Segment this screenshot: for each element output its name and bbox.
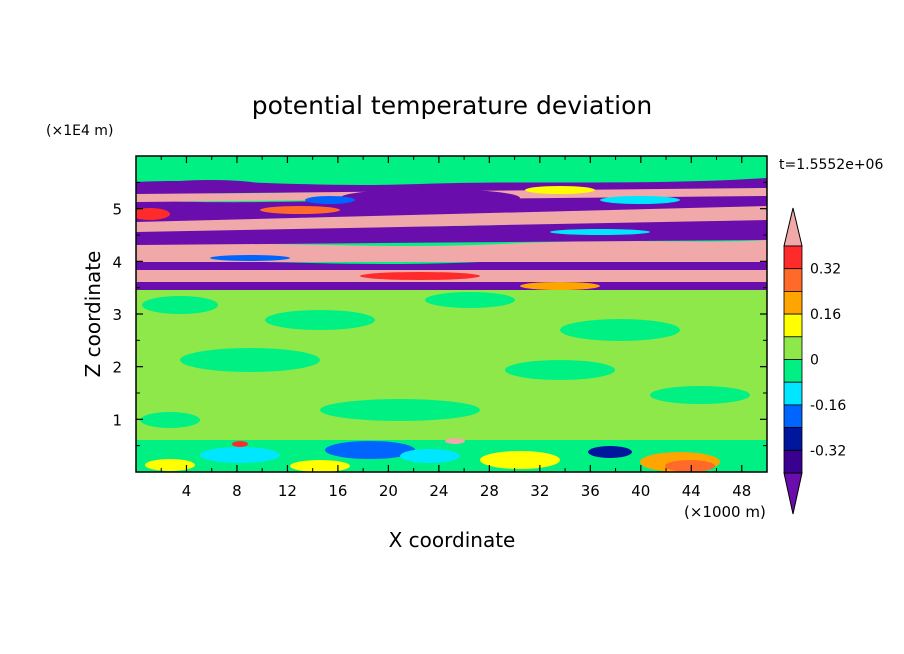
colorbar-swatch bbox=[783, 313, 803, 338]
contour-field bbox=[136, 156, 767, 472]
colorbar-tick-label: 0 bbox=[810, 353, 819, 369]
y-tick-label: 5 bbox=[112, 201, 122, 219]
boundary-layer-features bbox=[145, 438, 720, 472]
colorbar-tick-label: -0.16 bbox=[810, 398, 846, 414]
x-tick-label: 48 bbox=[732, 482, 751, 500]
x-tick-label: 12 bbox=[278, 482, 297, 500]
colorbar-swatch bbox=[783, 449, 803, 474]
x-tick-label: 8 bbox=[232, 482, 242, 500]
band-pink-2 bbox=[136, 240, 767, 262]
colorbar-swatch bbox=[783, 427, 803, 451]
colorbar-swatch bbox=[783, 268, 803, 292]
x-axis-label: X coordinate bbox=[389, 528, 516, 552]
colorbar: -0.32 -0.16 0 0.16 0.32 bbox=[783, 207, 846, 515]
y-tick-label: 4 bbox=[112, 253, 122, 271]
x-tick-label: 24 bbox=[429, 482, 448, 500]
colorbar-swatch bbox=[783, 336, 803, 360]
colorbar-swatch bbox=[783, 404, 803, 428]
y-tick-label: 1 bbox=[112, 411, 122, 429]
y-unit-label: (×1E4 m) bbox=[46, 123, 113, 139]
y-tick-label: 3 bbox=[112, 306, 122, 324]
colorbar-min-arrow bbox=[783, 472, 803, 515]
x-tick-label: 16 bbox=[328, 482, 347, 500]
x-tick-label: 32 bbox=[530, 482, 549, 500]
colorbar-swatch bbox=[783, 245, 803, 270]
x-tick-label: 4 bbox=[182, 482, 192, 500]
band-pink-3 bbox=[136, 204, 767, 232]
band-purple-5 bbox=[136, 178, 767, 194]
lower-green-patches bbox=[140, 292, 750, 428]
band-edge-details bbox=[136, 180, 680, 290]
chart-title: potential temperature deviation bbox=[252, 91, 652, 120]
colorbar-tick-label: 0.16 bbox=[810, 307, 841, 323]
colorbar-swatch bbox=[783, 290, 803, 315]
y-axis-label: Z coordinate bbox=[81, 251, 105, 378]
colorbar-max-arrow bbox=[783, 207, 803, 247]
colorbar-swatch bbox=[783, 381, 803, 406]
band-purple-1 bbox=[136, 282, 767, 290]
x-tick-label: 40 bbox=[631, 482, 650, 500]
x-tick-label: 20 bbox=[379, 482, 398, 500]
band-purple-2 bbox=[136, 260, 767, 270]
colorbar-swatch bbox=[783, 359, 803, 383]
x-tick-label: 44 bbox=[682, 482, 701, 500]
x-unit-label: (×1000 m) bbox=[684, 503, 766, 521]
y-tick-label: 2 bbox=[112, 359, 122, 377]
x-tick-label: 36 bbox=[581, 482, 600, 500]
band-purple-3 bbox=[136, 218, 767, 245]
colorbar-tick-label: 0.32 bbox=[810, 262, 841, 278]
colorbar-tick-label: -0.32 bbox=[810, 443, 846, 459]
time-label: t=1.5552e+06 bbox=[779, 157, 883, 173]
x-tick-label: 28 bbox=[480, 482, 499, 500]
